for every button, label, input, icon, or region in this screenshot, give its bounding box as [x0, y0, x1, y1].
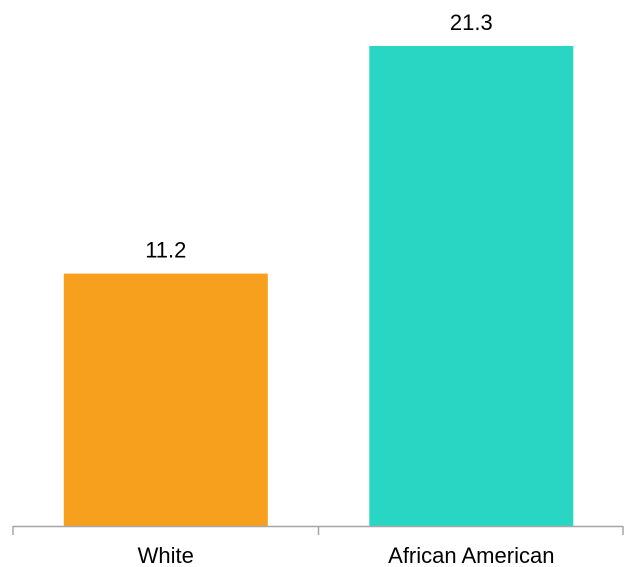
- data-labels-group: 11.2 21.3: [145, 10, 493, 263]
- bars-group: [63, 46, 574, 526]
- x-axis: [12, 525, 624, 535]
- bar-white: [63, 273, 268, 526]
- tick-label-african-american: African American: [388, 543, 554, 567]
- bar-african-american: [369, 46, 574, 526]
- tick-label-white: White: [138, 543, 194, 567]
- data-label-african-american: 21.3: [450, 10, 493, 35]
- x-tick-labels-group: White African American: [138, 543, 555, 567]
- data-label-white: 11.2: [145, 238, 186, 263]
